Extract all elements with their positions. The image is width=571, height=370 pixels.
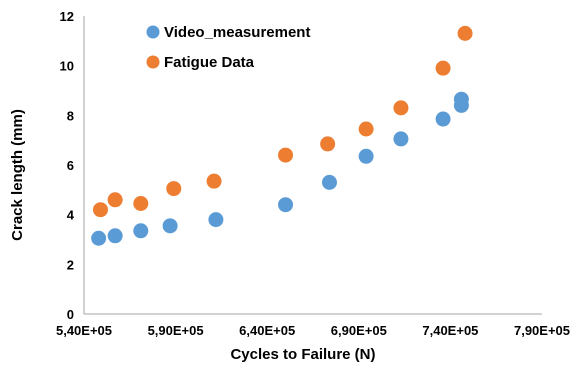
data-point xyxy=(107,228,123,244)
data-point xyxy=(278,147,294,163)
series-fatigue-data xyxy=(92,25,473,218)
legend: Video_measurement Fatigue Data xyxy=(146,24,310,71)
data-point xyxy=(453,91,469,107)
data-point xyxy=(393,100,409,116)
data-point xyxy=(206,173,222,189)
axes xyxy=(83,16,542,315)
data-points xyxy=(91,25,473,246)
y-tick-label: 4 xyxy=(67,208,75,223)
y-tick-label: 0 xyxy=(67,307,74,322)
y-tick-labels: 0 2 4 6 8 10 12 xyxy=(60,9,75,322)
data-point xyxy=(435,111,451,127)
y-tick-label: 10 xyxy=(60,59,74,74)
data-point xyxy=(278,197,294,213)
data-point xyxy=(393,131,409,147)
x-tick-label: 5,90E+05 xyxy=(148,323,204,338)
data-point xyxy=(320,136,336,152)
x-tick-label: 6,90E+05 xyxy=(331,323,387,338)
x-tick-label: 5,40E+05 xyxy=(56,323,112,338)
legend-marker xyxy=(146,55,160,69)
y-tick-label: 8 xyxy=(67,108,74,123)
data-point xyxy=(208,212,224,228)
data-point xyxy=(457,25,473,41)
x-tick-label: 7,90E+05 xyxy=(514,323,570,338)
data-point xyxy=(358,148,374,164)
data-point xyxy=(321,174,337,190)
series-video-measurement xyxy=(91,91,469,246)
x-tick-label: 6,40E+05 xyxy=(239,323,295,338)
legend-marker xyxy=(146,25,160,39)
legend-label: Fatigue Data xyxy=(164,54,255,71)
data-point xyxy=(133,223,149,239)
y-tick-label: 2 xyxy=(67,257,74,272)
data-point xyxy=(162,218,178,234)
y-tick-label: 6 xyxy=(67,158,74,173)
x-tick-label: 7,40E+05 xyxy=(422,323,478,338)
data-point xyxy=(92,202,108,218)
y-axis-title: Crack length (mm) xyxy=(9,109,26,241)
x-axis-title: Cycles to Failure (N) xyxy=(230,346,375,363)
data-point xyxy=(107,192,123,208)
data-point xyxy=(91,230,107,246)
data-point xyxy=(435,60,451,76)
legend-label: Video_measurement xyxy=(164,24,310,41)
data-point xyxy=(133,195,149,211)
data-point xyxy=(166,181,182,197)
data-point xyxy=(358,121,374,137)
x-tick-labels: 5,40E+05 5,90E+05 6,40E+05 6,90E+05 7,40E+05… xyxy=(56,323,570,338)
y-tick-label: 12 xyxy=(60,9,74,24)
